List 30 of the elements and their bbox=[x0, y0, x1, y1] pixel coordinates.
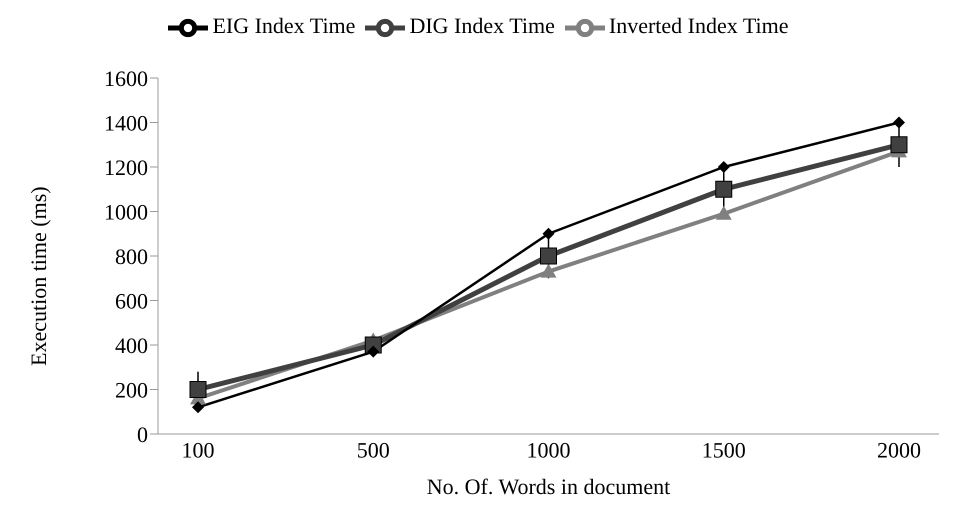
y-tick-label: 1600 bbox=[104, 66, 148, 91]
y-tick-label: 0 bbox=[137, 422, 148, 447]
point bbox=[542, 228, 554, 240]
point bbox=[890, 136, 908, 154]
point bbox=[540, 248, 557, 264]
point bbox=[718, 161, 730, 173]
point bbox=[716, 206, 732, 220]
point bbox=[367, 346, 380, 358]
point bbox=[715, 180, 732, 198]
point bbox=[192, 401, 204, 414]
x-tick-label: 1500 bbox=[702, 438, 746, 463]
y-tick-label: 1400 bbox=[104, 110, 148, 136]
x-axis-title: No. Of. Words in document bbox=[426, 474, 670, 499]
y-axis-title: Execution time (ms) bbox=[26, 186, 51, 366]
x-tick-label: 2000 bbox=[877, 438, 921, 463]
y-tick-label: 400 bbox=[115, 332, 148, 358]
x-tick-label: 500 bbox=[356, 438, 390, 463]
y-tick-label: 1200 bbox=[104, 154, 148, 180]
point bbox=[190, 381, 206, 398]
legend-label: DIG Index Time bbox=[409, 13, 555, 38]
x-tick-label: 100 bbox=[182, 438, 214, 463]
legend-label: EIG Index Time bbox=[212, 13, 356, 38]
point bbox=[540, 264, 556, 278]
point bbox=[893, 116, 905, 128]
legend-label: Inverted Index Time bbox=[608, 13, 789, 38]
y-tick-label: 200 bbox=[115, 377, 148, 402]
y-tick-label: 1000 bbox=[104, 199, 148, 224]
x-tick-label: 1000 bbox=[526, 438, 570, 463]
y-tick-label: 600 bbox=[115, 288, 148, 314]
y-tick-label: 800 bbox=[115, 244, 148, 269]
